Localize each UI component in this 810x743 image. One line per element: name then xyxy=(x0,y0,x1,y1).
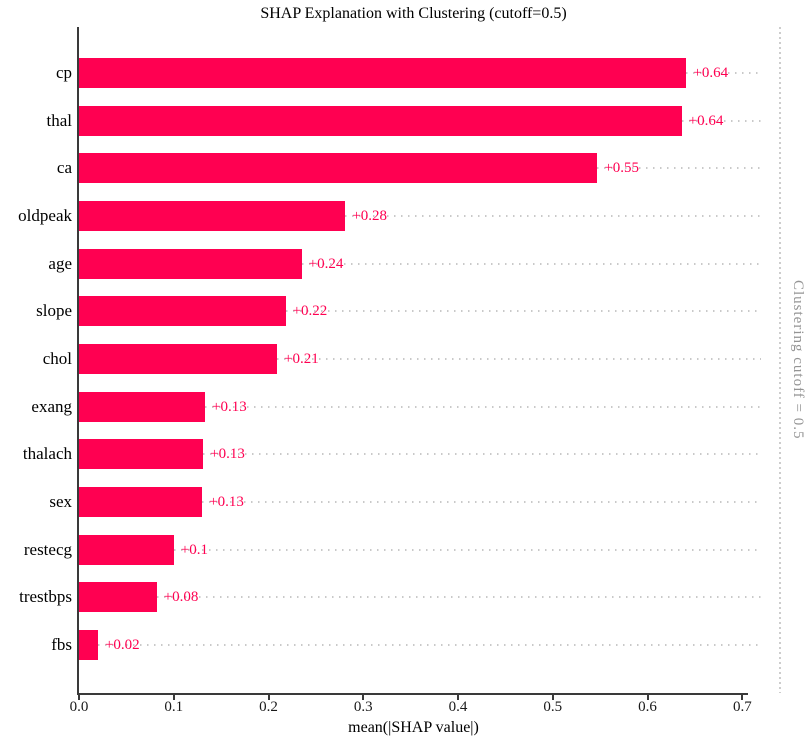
chart-title: SHAP Explanation with Clustering (cutoff… xyxy=(260,5,567,22)
feature-label-exang: exang xyxy=(31,396,72,416)
value-label-chol: +0.21 xyxy=(284,351,319,367)
row-guide-dotline xyxy=(203,453,761,456)
x-tick-mark xyxy=(457,695,460,700)
row-guide-dotline xyxy=(345,215,761,217)
feature-label-cp: cp xyxy=(55,63,72,82)
clustering-cutoff-dotted-line xyxy=(779,27,781,693)
value-label-oldpeak: +0.28 xyxy=(352,208,387,224)
row-guide-dotline xyxy=(597,167,761,170)
row-guide-dotline xyxy=(686,72,761,74)
row-guide-dotline xyxy=(681,119,761,122)
x-tick-label: 0.7 xyxy=(732,699,752,715)
bar-slope xyxy=(79,296,286,327)
bar-oldpeak xyxy=(79,201,346,231)
row-guide-dotline xyxy=(156,596,761,599)
value-label-slope: +0.22 xyxy=(292,303,328,320)
value-label-ca: +0.55 xyxy=(604,160,640,177)
value-label-thal: +0.64 xyxy=(688,112,724,129)
bar-trestbps xyxy=(79,582,157,613)
clustering-cutoff-label: Clustering cutoff = 0.5 xyxy=(790,280,806,440)
row-guide-dotline xyxy=(277,358,761,360)
feature-label-oldpeak: oldpeak xyxy=(18,206,72,225)
bar-cp xyxy=(79,58,687,88)
x-tick-mark xyxy=(78,695,80,700)
value-label-age: +0.24 xyxy=(308,255,344,272)
feature-label-trestbps: trestbps xyxy=(19,587,72,607)
bar-exang xyxy=(79,391,206,422)
value-label-fbs: +0.02 xyxy=(104,637,140,653)
row-guide-dotline xyxy=(205,405,761,408)
feature-label-restecg: restecg xyxy=(23,539,72,559)
row-guide-dotline xyxy=(97,644,761,646)
bar-sex xyxy=(79,487,203,517)
x-tick-mark xyxy=(172,695,175,700)
feature-label-slope: slope xyxy=(36,301,72,321)
value-label-restecg: +0.1 xyxy=(180,541,208,558)
x-tick-label: 0.6 xyxy=(638,699,657,715)
plot-area: cp +0.64 thal +0.64 ca +0.55 oldpeak +0.28 age +0… xyxy=(18,27,761,695)
bar-fbs xyxy=(79,630,98,660)
x-tick-label: 0.0 xyxy=(69,699,89,715)
x-tick-mark xyxy=(551,695,554,700)
row-guide-dotline xyxy=(202,501,761,503)
x-tick-mark xyxy=(267,695,270,700)
bar-age xyxy=(79,248,302,279)
x-tick-label: 0.5 xyxy=(543,699,563,715)
feature-label-thalach: thalach xyxy=(22,444,72,464)
bar-restecg xyxy=(79,534,174,565)
value-label-cp: +0.64 xyxy=(693,65,729,81)
feature-label-fbs: fbs xyxy=(51,635,72,654)
feature-label-sex: sex xyxy=(49,492,72,511)
value-label-thalach: +0.13 xyxy=(210,446,245,463)
x-tick-label: 0.3 xyxy=(353,699,373,715)
bar-thal xyxy=(79,105,682,136)
x-axis-label: mean(|SHAP value|) xyxy=(348,719,479,736)
bar-thalach xyxy=(79,439,204,470)
value-label-trestbps: +0.08 xyxy=(163,589,199,606)
bar-chol xyxy=(79,344,278,374)
feature-label-age: age xyxy=(48,253,72,273)
x-tick-label: 0.1 xyxy=(164,699,184,715)
row-guide-dotline xyxy=(285,310,761,313)
x-tick-mark xyxy=(741,695,744,700)
feature-label-thal: thal xyxy=(46,110,73,130)
bar-ca xyxy=(79,153,598,184)
x-tick-label: 0.2 xyxy=(259,699,278,715)
feature-label-chol: chol xyxy=(42,349,72,368)
x-tick-mark xyxy=(362,695,365,700)
row-guide-dotline xyxy=(173,548,761,551)
value-label-sex: +0.13 xyxy=(209,494,244,510)
feature-label-ca: ca xyxy=(56,158,72,178)
row-guide-dotline xyxy=(301,262,761,265)
x-tick-label: 0.4 xyxy=(448,699,468,715)
value-label-exang: +0.13 xyxy=(212,398,247,415)
x-tick-mark xyxy=(646,695,649,700)
